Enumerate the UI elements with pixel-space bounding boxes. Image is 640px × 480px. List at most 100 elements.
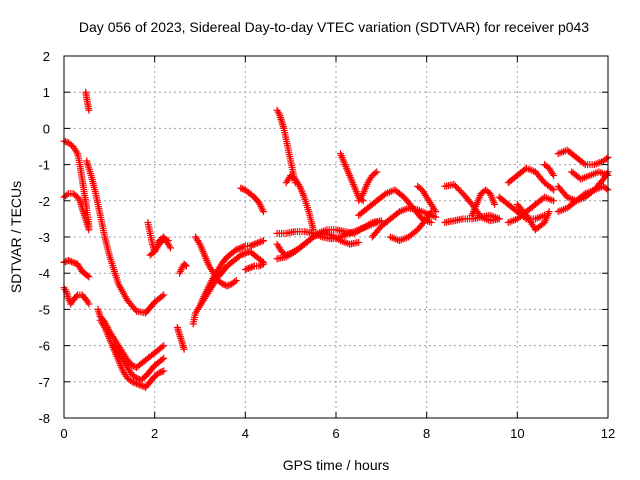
x-tick-label: 2 xyxy=(151,426,158,441)
data-point xyxy=(550,171,558,179)
data-point xyxy=(160,291,168,299)
data-point xyxy=(256,238,264,246)
data-point xyxy=(163,236,171,244)
data-point xyxy=(85,106,93,114)
data-point xyxy=(241,266,249,274)
data-point xyxy=(225,281,233,289)
data-point xyxy=(131,363,139,371)
series-arc-32 xyxy=(468,186,499,219)
data-point xyxy=(235,244,243,252)
series-arc-19 xyxy=(273,106,299,187)
data-point xyxy=(158,368,166,376)
series-arc-37 xyxy=(541,161,558,179)
data-point xyxy=(182,262,190,270)
data-point xyxy=(237,251,245,259)
data-point xyxy=(241,249,249,257)
x-tick-label: 8 xyxy=(423,426,430,441)
data-point xyxy=(136,375,144,383)
series-arc-6 xyxy=(83,157,168,317)
data-point xyxy=(238,185,246,193)
data-point xyxy=(240,243,248,251)
data-point xyxy=(71,259,79,267)
y-tick-label: -6 xyxy=(38,339,50,354)
data-point xyxy=(72,292,80,300)
data-point xyxy=(160,235,168,243)
x-axis-label: GPS time / hours xyxy=(283,457,390,473)
data-point xyxy=(252,240,260,248)
series-arc-27 xyxy=(368,204,440,241)
x-tick-label: 10 xyxy=(510,426,524,441)
data-point xyxy=(85,226,93,234)
series-arc-17 xyxy=(241,260,267,274)
data-point xyxy=(253,239,261,247)
grid-lines xyxy=(64,56,608,418)
series-arc-11 xyxy=(146,235,172,259)
x-tick-label: 12 xyxy=(601,426,615,441)
data-point xyxy=(130,378,138,386)
data-point xyxy=(545,208,553,216)
data-point xyxy=(68,258,76,266)
data-point xyxy=(427,219,435,227)
y-tick-label: -3 xyxy=(38,230,50,245)
y-tick-label: -4 xyxy=(38,266,50,281)
series-arc-25 xyxy=(355,168,381,205)
y-tick-label: -2 xyxy=(38,194,50,209)
data-point xyxy=(85,300,93,308)
data-point xyxy=(250,240,258,248)
data-point xyxy=(491,200,499,208)
data-point xyxy=(602,185,610,193)
series-arc-20 xyxy=(282,171,317,234)
data-point xyxy=(160,354,168,362)
data-point xyxy=(157,368,165,376)
data-point xyxy=(249,241,257,249)
data-point xyxy=(243,265,251,273)
data-point xyxy=(131,379,139,387)
data-point xyxy=(373,168,381,176)
series-arc-34 xyxy=(504,164,558,194)
x-tick-label: 4 xyxy=(242,426,249,441)
data-point xyxy=(160,342,168,350)
data-point xyxy=(220,281,228,289)
data-point xyxy=(373,219,381,227)
data-point xyxy=(255,238,263,246)
x-tick-label: 0 xyxy=(60,426,67,441)
data-point xyxy=(62,138,70,146)
y-tick-label: 0 xyxy=(43,121,50,136)
data-point xyxy=(259,208,267,216)
series-arc-29 xyxy=(414,182,440,216)
y-tick-label: -1 xyxy=(38,158,50,173)
series-arc-5 xyxy=(82,88,93,114)
data-point xyxy=(63,191,71,199)
data-point xyxy=(160,367,168,375)
data-point xyxy=(256,261,264,269)
data-point xyxy=(237,244,245,252)
data-point xyxy=(246,264,254,272)
data-points xyxy=(60,88,612,391)
y-tick-label: 1 xyxy=(43,85,50,100)
series-arc-23 xyxy=(273,229,363,263)
data-point xyxy=(238,250,246,258)
data-point xyxy=(495,215,503,223)
data-point xyxy=(453,184,461,192)
data-point xyxy=(234,245,242,253)
data-point xyxy=(84,272,92,280)
x-tick-label: 6 xyxy=(332,426,339,441)
data-point xyxy=(258,261,266,269)
data-point xyxy=(371,169,379,177)
data-point xyxy=(247,263,255,271)
data-point xyxy=(155,369,163,377)
series-arc-18 xyxy=(237,184,267,216)
data-point xyxy=(237,184,245,192)
y-tick-label: -7 xyxy=(38,375,50,390)
data-point xyxy=(451,182,459,190)
data-point xyxy=(69,258,77,266)
data-point xyxy=(432,208,440,216)
series-arc-36 xyxy=(513,200,553,234)
series-arc-40 xyxy=(554,168,612,205)
data-point xyxy=(602,155,610,163)
data-point xyxy=(62,258,70,266)
data-point xyxy=(456,187,464,195)
data-point xyxy=(450,181,458,189)
